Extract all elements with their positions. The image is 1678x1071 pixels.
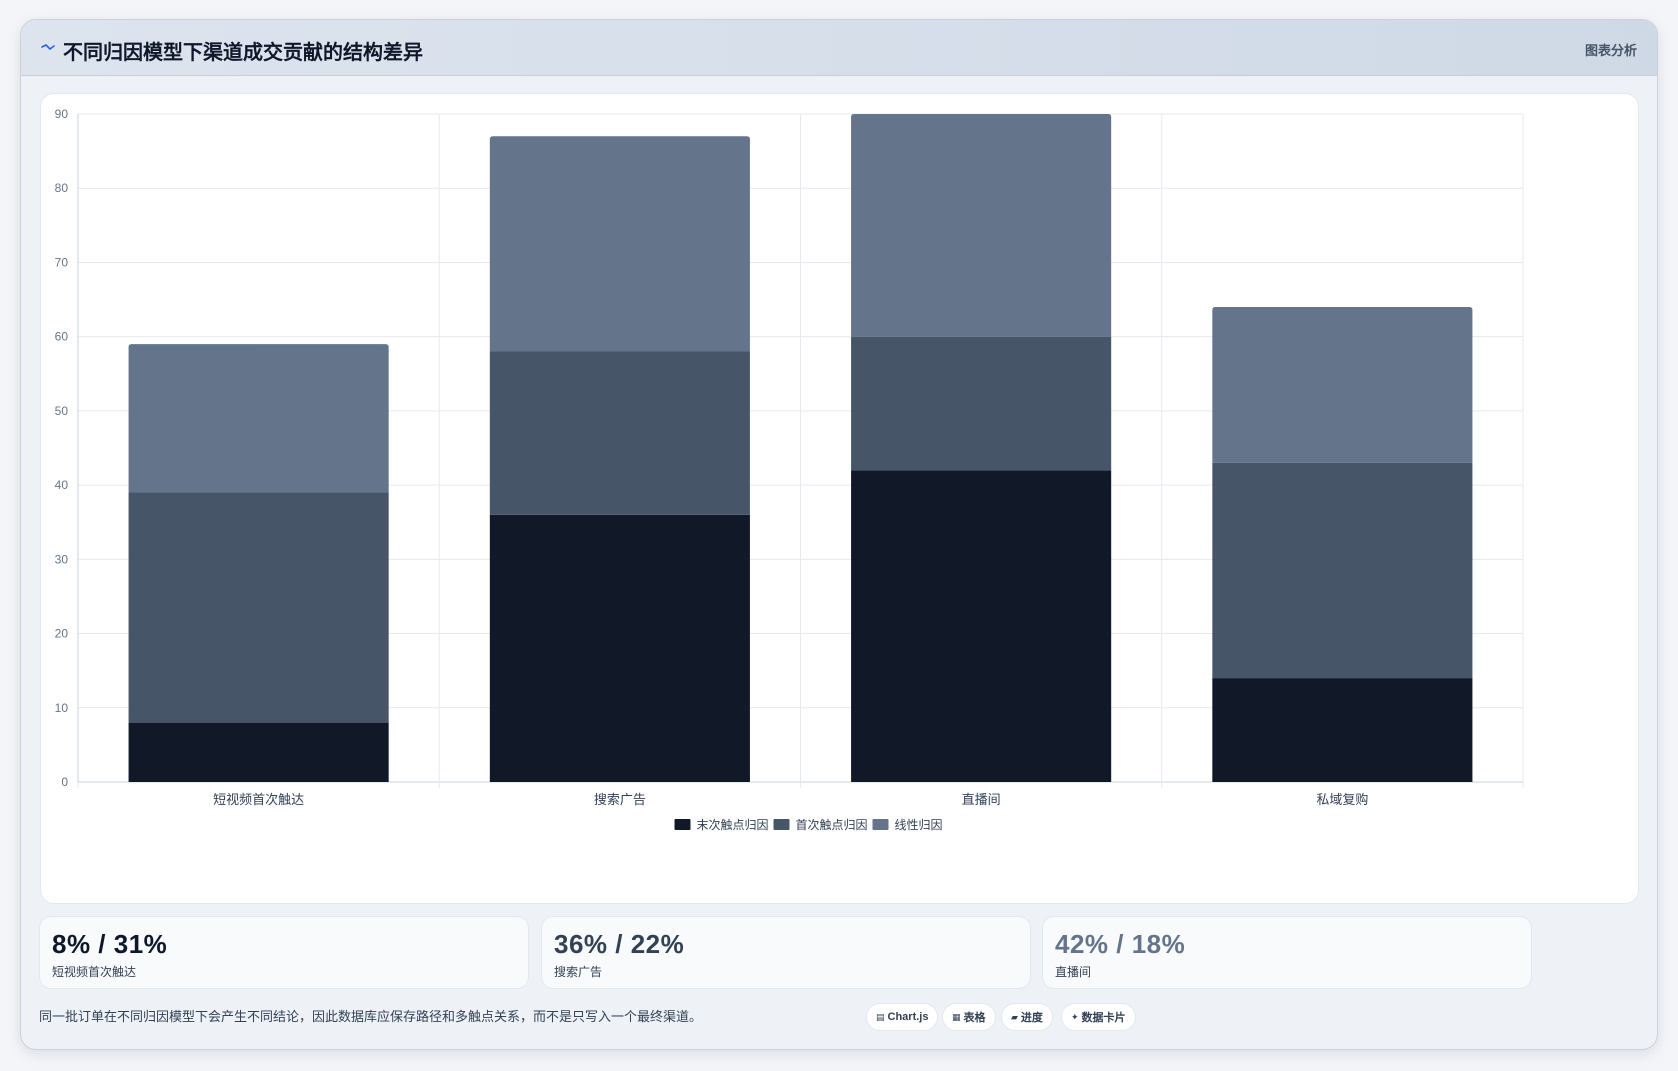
bar-segment [1212,462,1473,679]
chart-icon: ▤ [876,1011,885,1022]
y-tick-label: 20 [55,627,69,641]
x-tick-label: 短视频首次触达 [213,792,304,807]
stat-label: 短视频首次触达 [52,965,137,979]
sparkle-icon: ✦ [1071,1011,1079,1022]
y-tick-label: 90 [55,107,69,121]
y-tick-label: 30 [55,552,69,566]
bar-segment [489,351,750,515]
legend-label: 首次触点归因 [796,818,868,832]
stat-label: 直播间 [1055,965,1092,979]
y-tick-label: 70 [55,255,69,269]
pill-table[interactable]: ▦ 表格 [942,1003,996,1031]
bar-segment [489,136,750,352]
stat-card-search-ads: 36% / 22% 搜索广告 [541,916,1031,989]
stat-value: 36% / 22% [554,929,685,959]
x-tick-label: 直播间 [962,792,1001,807]
chart-card: 不同归因模型下渠道成交贡献的结构差异 图表分析 0 10 20 30 40 50 60 70 8… [20,19,1658,1050]
trend-line-icon [41,44,55,50]
bar-segment [1212,306,1473,463]
bar-segment [851,336,1112,471]
legend-swatch [773,819,790,830]
pill-label: Chart.js [887,1011,929,1023]
y-tick-label: 40 [55,478,69,492]
stat-card-short-video: 8% / 31% 短视频首次触达 [39,916,529,989]
bar-segment [851,470,1112,782]
stacked-bar-chart: 0 10 20 30 40 50 60 70 80 90 短视频首次触达 搜索广告 直播间 私域复购末次触… [55,107,1524,832]
chart-analysis-tag: 图表分析 [1584,43,1637,58]
stat-value: 8% / 31% [52,929,168,959]
bar-segment [128,722,389,782]
y-tick-label: 80 [55,181,69,195]
footnote-text: 同一批订单在不同归因模型下会产生不同结论，因此数据库应保存路径和多触点关系，而不… [39,1009,703,1024]
progress-icon: ▰ [1011,1011,1018,1022]
y-tick-label: 50 [55,404,69,418]
legend-label: 末次触点归因 [697,818,769,832]
pill-label: 数据卡片 [1081,1012,1126,1024]
chart-panel: 0 10 20 30 40 50 60 70 80 90 短视频首次触达 搜索广告 直播间 私域复购末次触… [40,93,1639,904]
stat-label: 搜索广告 [554,965,603,979]
legend-label: 线性归因 [895,818,943,832]
bar-segment [489,514,750,782]
bar-segment [851,114,1112,337]
y-tick-label: 0 [61,775,68,789]
card-header: 不同归因模型下渠道成交贡献的结构差异 图表分析 [21,20,1657,76]
stat-value: 42% / 18% [1055,929,1186,959]
pill-data-card[interactable]: ✦ 数据卡片 [1061,1003,1136,1031]
page-title: 不同归因模型下渠道成交贡献的结构差异 [63,42,423,64]
y-tick-label: 60 [55,330,69,344]
pill-label: 进度 [1020,1012,1043,1024]
pill-label: 表格 [963,1012,986,1024]
x-tick-label: 私域复购 [1316,792,1368,807]
pill-progress[interactable]: ▰ 进度 [1001,1003,1053,1031]
bar-segment [128,492,389,723]
bar-segment [128,344,389,493]
bar-segment [1212,678,1473,782]
pill-chartjs[interactable]: ▤ Chart.js [866,1003,939,1031]
table-icon: ▦ [952,1011,961,1022]
x-tick-label: 搜索广告 [594,792,646,807]
stat-card-live-room: 42% / 18% 直播间 [1042,916,1532,989]
y-tick-label: 10 [55,701,69,715]
legend-swatch [674,819,691,830]
legend-swatch [872,819,889,830]
